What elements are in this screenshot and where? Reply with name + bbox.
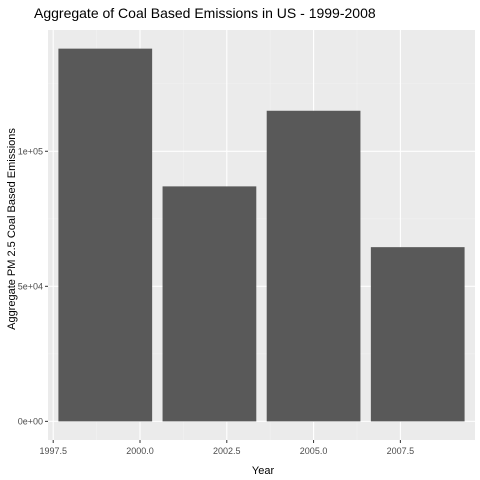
y-axis-label: Aggregate PM 2.5 Coal Based Emissions — [6, 128, 18, 330]
bars — [58, 48, 465, 422]
x-axis: 1997.5 2000.0 2002.5 2005.0 2007.5 — [39, 440, 414, 456]
x-tick-label: 2007.5 — [387, 446, 415, 456]
bar-2008 — [370, 247, 465, 422]
bar-2002 — [162, 186, 257, 422]
chart-title: Aggregate of Coal Based Emissions in US … — [34, 5, 376, 21]
x-tick-label: 2002.5 — [213, 446, 241, 456]
bar-2005 — [266, 110, 361, 422]
x-tick-label: 1997.5 — [39, 446, 67, 456]
bar-1999 — [58, 48, 153, 422]
x-tick-label: 2005.0 — [300, 446, 328, 456]
y-axis: 0e+00 5e+04 1e+05 — [18, 146, 48, 426]
y-tick-label: 1e+05 — [18, 146, 43, 156]
x-axis-label: Year — [252, 465, 275, 477]
y-tick-label: 0e+00 — [18, 416, 43, 426]
y-tick-label: 5e+04 — [18, 281, 43, 291]
x-tick-label: 2000.0 — [126, 446, 154, 456]
